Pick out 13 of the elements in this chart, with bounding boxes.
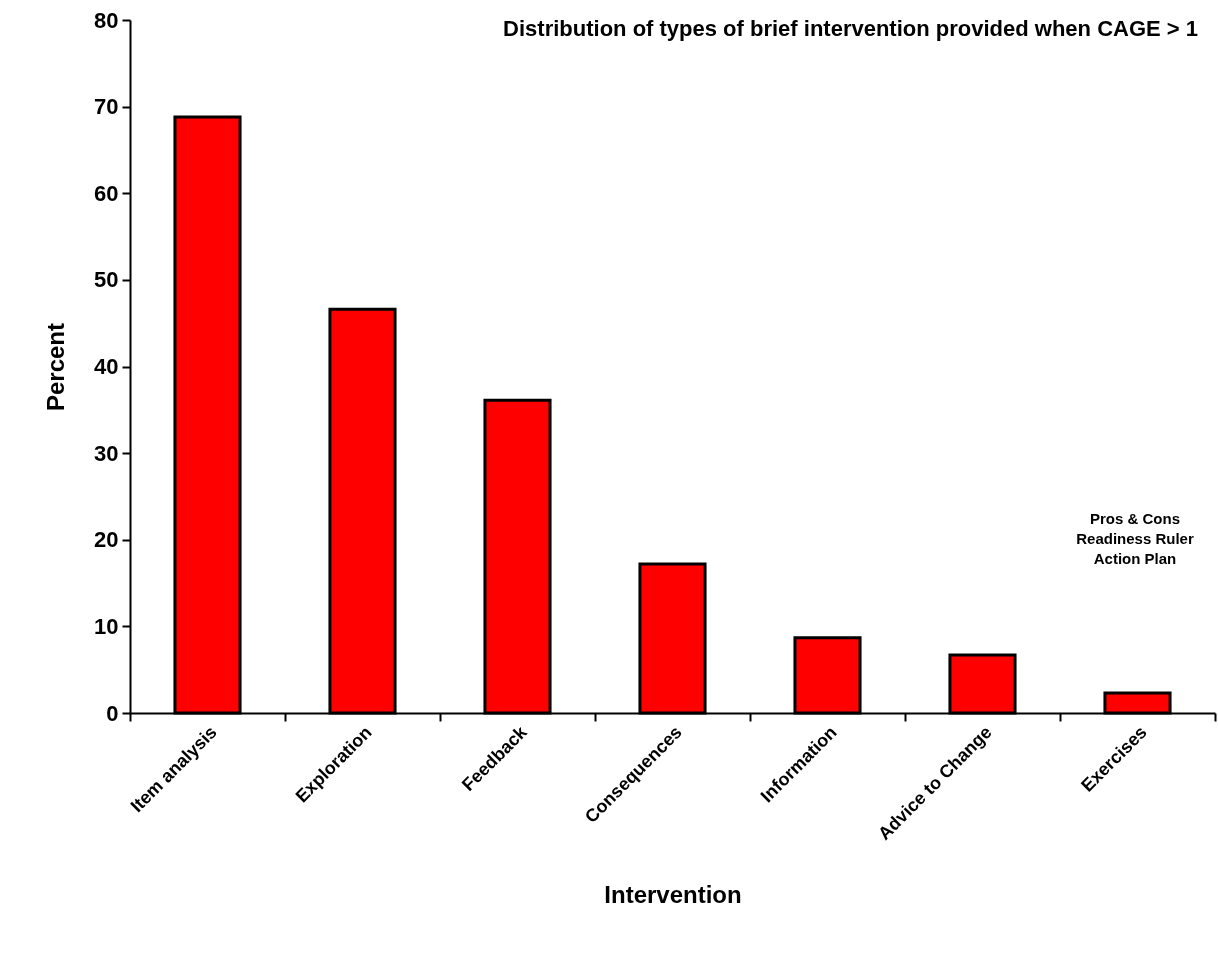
y-tick-label: 40: [94, 354, 119, 379]
annotation: Pros & Cons Readiness Ruler Action Plan: [1076, 509, 1194, 567]
y-tick-label: 0: [106, 700, 119, 726]
y-tick-label: 20: [94, 527, 119, 553]
chart-title: Distribution of types of brief intervention provided when CAGE > 1: [503, 16, 1198, 41]
y-axis-title: Percent: [42, 322, 70, 412]
y-tick-label: 10: [94, 613, 119, 639]
y-tick-label: 50: [94, 267, 119, 293]
x-axis-title: Intervention: [604, 880, 742, 908]
y-tick-label: 70: [94, 94, 119, 120]
y-tick-label: 60: [94, 180, 119, 206]
y-tick-label: 30: [94, 440, 119, 466]
y-tick-label: 80: [94, 7, 119, 33]
